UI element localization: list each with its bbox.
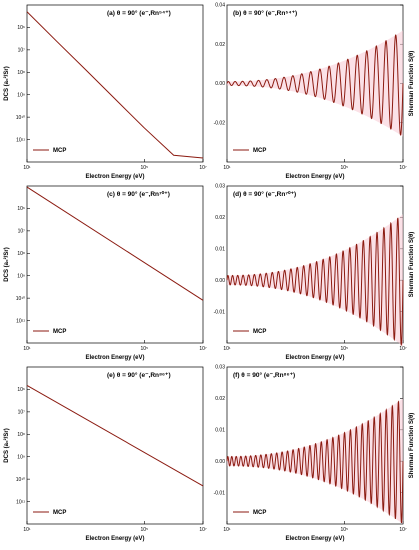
y-tick-label: 0.00 <box>215 278 225 284</box>
x-tick-label: 10¹ <box>23 527 31 533</box>
left-y-axis-label: DCS (a₀²/Sr) <box>3 247 10 281</box>
y-tick-label: 0.03 <box>215 184 225 190</box>
panel-title-f: (f) θ = 90° (e⁻,Rn⁸⁶⁺) <box>233 371 295 379</box>
y-tick-label: 10¹⁰ <box>16 477 25 483</box>
y-tick-label: 10⁶ <box>17 206 25 212</box>
panel-d <box>226 185 404 347</box>
x-tick-label: 10⁵ <box>141 165 149 171</box>
y-tick-label: 10⁹ <box>17 454 25 460</box>
y-tick-label: 0.00 <box>215 459 225 465</box>
x-tick-label: 10⁷ <box>199 346 207 352</box>
series-line-mcp <box>226 217 404 347</box>
y-tick-label: 10⁸ <box>17 432 25 438</box>
left-y-axis-label: DCS (a₀²/Sr) <box>3 66 10 100</box>
x-tick-label: 10⁵ <box>341 346 349 352</box>
right-y-axis-label: Sherman Function S(θ) <box>409 232 415 298</box>
legend-label: MCP <box>253 329 266 335</box>
plot-frame-c <box>26 185 204 344</box>
series-line-mcp <box>26 385 204 487</box>
y-tick-label: 0.01 <box>215 247 225 253</box>
panel-title-a: (a) θ = 90° (e⁻,Rn⁵⁴⁺) <box>107 9 171 17</box>
x-axis-label: Electron Energy (eV) <box>285 536 344 542</box>
panel-title-b: (b) θ = 90° (e⁻,Rn⁵⁴⁺) <box>233 9 297 17</box>
y-tick-label: 0.01 <box>215 428 225 434</box>
y-tick-label: 0.02 <box>215 215 225 221</box>
x-axis-label: Electron Energy (eV) <box>85 174 144 180</box>
y-tick-label: 10¹¹ <box>16 137 25 143</box>
series-line-mcp <box>26 186 204 301</box>
y-tick-label: -0.01 <box>214 490 226 496</box>
legend-label: MCP <box>253 148 266 154</box>
x-tick-label: 10¹ <box>23 165 31 171</box>
x-tick-label: 10⁵ <box>141 527 149 533</box>
y-tick-label: -0.02 <box>214 120 226 126</box>
panel-title-e: (e) θ = 90° (e⁻,Rn⁸⁶⁺) <box>107 371 171 379</box>
legend-label: MCP <box>53 329 66 335</box>
x-tick-label: 10⁵ <box>141 346 149 352</box>
y-tick-label: 10⁷ <box>18 48 26 54</box>
y-tick-label: 10⁶ <box>17 25 25 31</box>
y-tick-label: 10⁷ <box>18 410 26 416</box>
series-line-mcp <box>226 34 404 136</box>
right-y-axis-label: Sherman Function S(θ) <box>409 51 415 117</box>
x-tick-label: 10¹ <box>223 346 231 352</box>
panel-a <box>26 4 204 163</box>
y-tick-label: 10¹¹ <box>16 318 25 324</box>
x-tick-label: 10⁵ <box>341 165 349 171</box>
legend-label: MCP <box>53 510 66 516</box>
y-tick-label: 0.04 <box>215 3 225 9</box>
x-axis-label: Electron Energy (eV) <box>85 536 144 542</box>
y-tick-label: 10⁷ <box>18 229 26 235</box>
x-axis-label: Electron Energy (eV) <box>85 355 144 361</box>
oscillation-envelope-band <box>227 30 403 137</box>
y-tick-label: 10¹⁰ <box>16 296 25 302</box>
y-tick-label: 10¹⁰ <box>16 115 25 121</box>
panel-e <box>26 366 204 525</box>
panel-c <box>26 185 204 344</box>
y-tick-label: 10⁸ <box>17 70 25 76</box>
legend-label: MCP <box>53 148 66 154</box>
plot-frame-e <box>26 366 204 525</box>
y-tick-label: 10⁶ <box>17 387 25 393</box>
x-axis-label: Electron Energy (eV) <box>285 174 344 180</box>
y-tick-label: 10⁸ <box>17 251 25 257</box>
y-tick-label: 10⁹ <box>17 92 25 98</box>
x-tick-label: 10⁷ <box>399 346 407 352</box>
x-tick-label: 10¹ <box>223 165 231 171</box>
x-tick-label: 10¹ <box>223 527 231 533</box>
y-tick-label: -0.01 <box>214 309 226 315</box>
x-tick-label: 10¹ <box>23 346 31 352</box>
series-line-mcp <box>226 400 404 524</box>
x-tick-label: 10⁷ <box>199 165 207 171</box>
y-tick-label: 0.02 <box>215 42 225 48</box>
panel-b <box>226 4 404 163</box>
y-tick-label: 0.00 <box>215 81 225 87</box>
panel-title-c: (c) θ = 90° (e⁻,Rn⁷⁰⁺) <box>107 190 170 198</box>
y-tick-label: 10¹¹ <box>16 499 25 505</box>
left-y-axis-label: DCS (a₀²/Sr) <box>3 428 10 462</box>
right-y-axis-label: Sherman Function S(θ) <box>409 413 415 479</box>
plot-frame-a <box>26 4 204 163</box>
x-axis-label: Electron Energy (eV) <box>285 355 344 361</box>
x-tick-label: 10⁷ <box>199 527 207 533</box>
y-tick-label: 0.03 <box>215 365 225 371</box>
panel-f <box>226 366 404 525</box>
y-tick-label: 10⁹ <box>17 273 25 279</box>
y-tick-label: 0.02 <box>215 396 225 402</box>
legend-label: MCP <box>253 510 266 516</box>
x-tick-label: 10⁵ <box>341 527 349 533</box>
panel-title-d: (d) θ = 90° (e⁻,Rn⁷⁰⁺) <box>233 190 296 198</box>
series-line-mcp <box>26 11 204 159</box>
x-tick-label: 10⁷ <box>399 527 407 533</box>
x-tick-label: 10⁷ <box>399 165 407 171</box>
